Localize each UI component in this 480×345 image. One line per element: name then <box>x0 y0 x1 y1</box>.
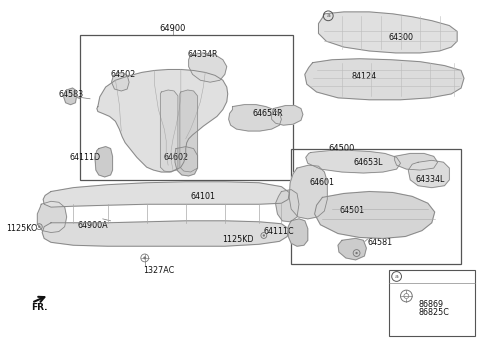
Polygon shape <box>289 165 327 219</box>
Text: 64334L: 64334L <box>415 175 444 184</box>
Polygon shape <box>111 72 129 91</box>
Text: 64300: 64300 <box>389 33 414 42</box>
Polygon shape <box>97 69 228 172</box>
Text: a: a <box>326 13 330 18</box>
Polygon shape <box>180 90 197 172</box>
Text: 64111C: 64111C <box>264 227 294 236</box>
Text: 86825C: 86825C <box>418 308 449 317</box>
Text: 64653L: 64653L <box>354 158 383 167</box>
Circle shape <box>263 234 265 237</box>
Text: FR.: FR. <box>32 303 48 312</box>
Polygon shape <box>228 105 281 131</box>
Bar <box>389 270 475 336</box>
Text: 64101: 64101 <box>191 191 216 200</box>
Text: 64900: 64900 <box>160 23 186 33</box>
Polygon shape <box>272 106 303 125</box>
Polygon shape <box>338 238 366 260</box>
Text: 64601: 64601 <box>310 178 335 187</box>
Circle shape <box>38 226 40 228</box>
Polygon shape <box>306 150 400 173</box>
Text: 64583: 64583 <box>59 90 84 99</box>
Polygon shape <box>408 160 449 188</box>
Text: 64900A: 64900A <box>77 221 108 230</box>
Polygon shape <box>305 59 464 100</box>
Text: 1125KO: 1125KO <box>6 224 37 233</box>
Text: 64654R: 64654R <box>252 109 283 118</box>
Text: 1125KD: 1125KD <box>223 236 254 245</box>
Polygon shape <box>189 53 227 82</box>
Circle shape <box>143 256 146 259</box>
Text: 64334R: 64334R <box>188 50 218 59</box>
Polygon shape <box>43 182 289 207</box>
Text: 64111D: 64111D <box>70 154 101 162</box>
Bar <box>291 149 461 264</box>
Circle shape <box>355 252 358 254</box>
Polygon shape <box>175 147 197 176</box>
Text: 64501: 64501 <box>339 206 364 215</box>
Polygon shape <box>395 154 438 170</box>
Polygon shape <box>160 90 178 172</box>
Polygon shape <box>319 12 457 53</box>
Bar <box>80 35 293 180</box>
Polygon shape <box>95 147 112 177</box>
Text: 64502: 64502 <box>110 69 136 79</box>
Text: 86869: 86869 <box>418 300 443 309</box>
Polygon shape <box>37 201 67 233</box>
Text: 84124: 84124 <box>352 72 377 81</box>
Text: 1327AC: 1327AC <box>143 266 174 275</box>
Polygon shape <box>314 191 435 238</box>
Text: 64581: 64581 <box>367 238 393 247</box>
Text: 64500: 64500 <box>328 144 355 153</box>
Polygon shape <box>42 221 288 246</box>
Polygon shape <box>64 88 76 105</box>
Polygon shape <box>288 219 308 246</box>
Text: 64602: 64602 <box>164 154 189 162</box>
Text: a: a <box>395 274 398 279</box>
Polygon shape <box>276 190 299 222</box>
